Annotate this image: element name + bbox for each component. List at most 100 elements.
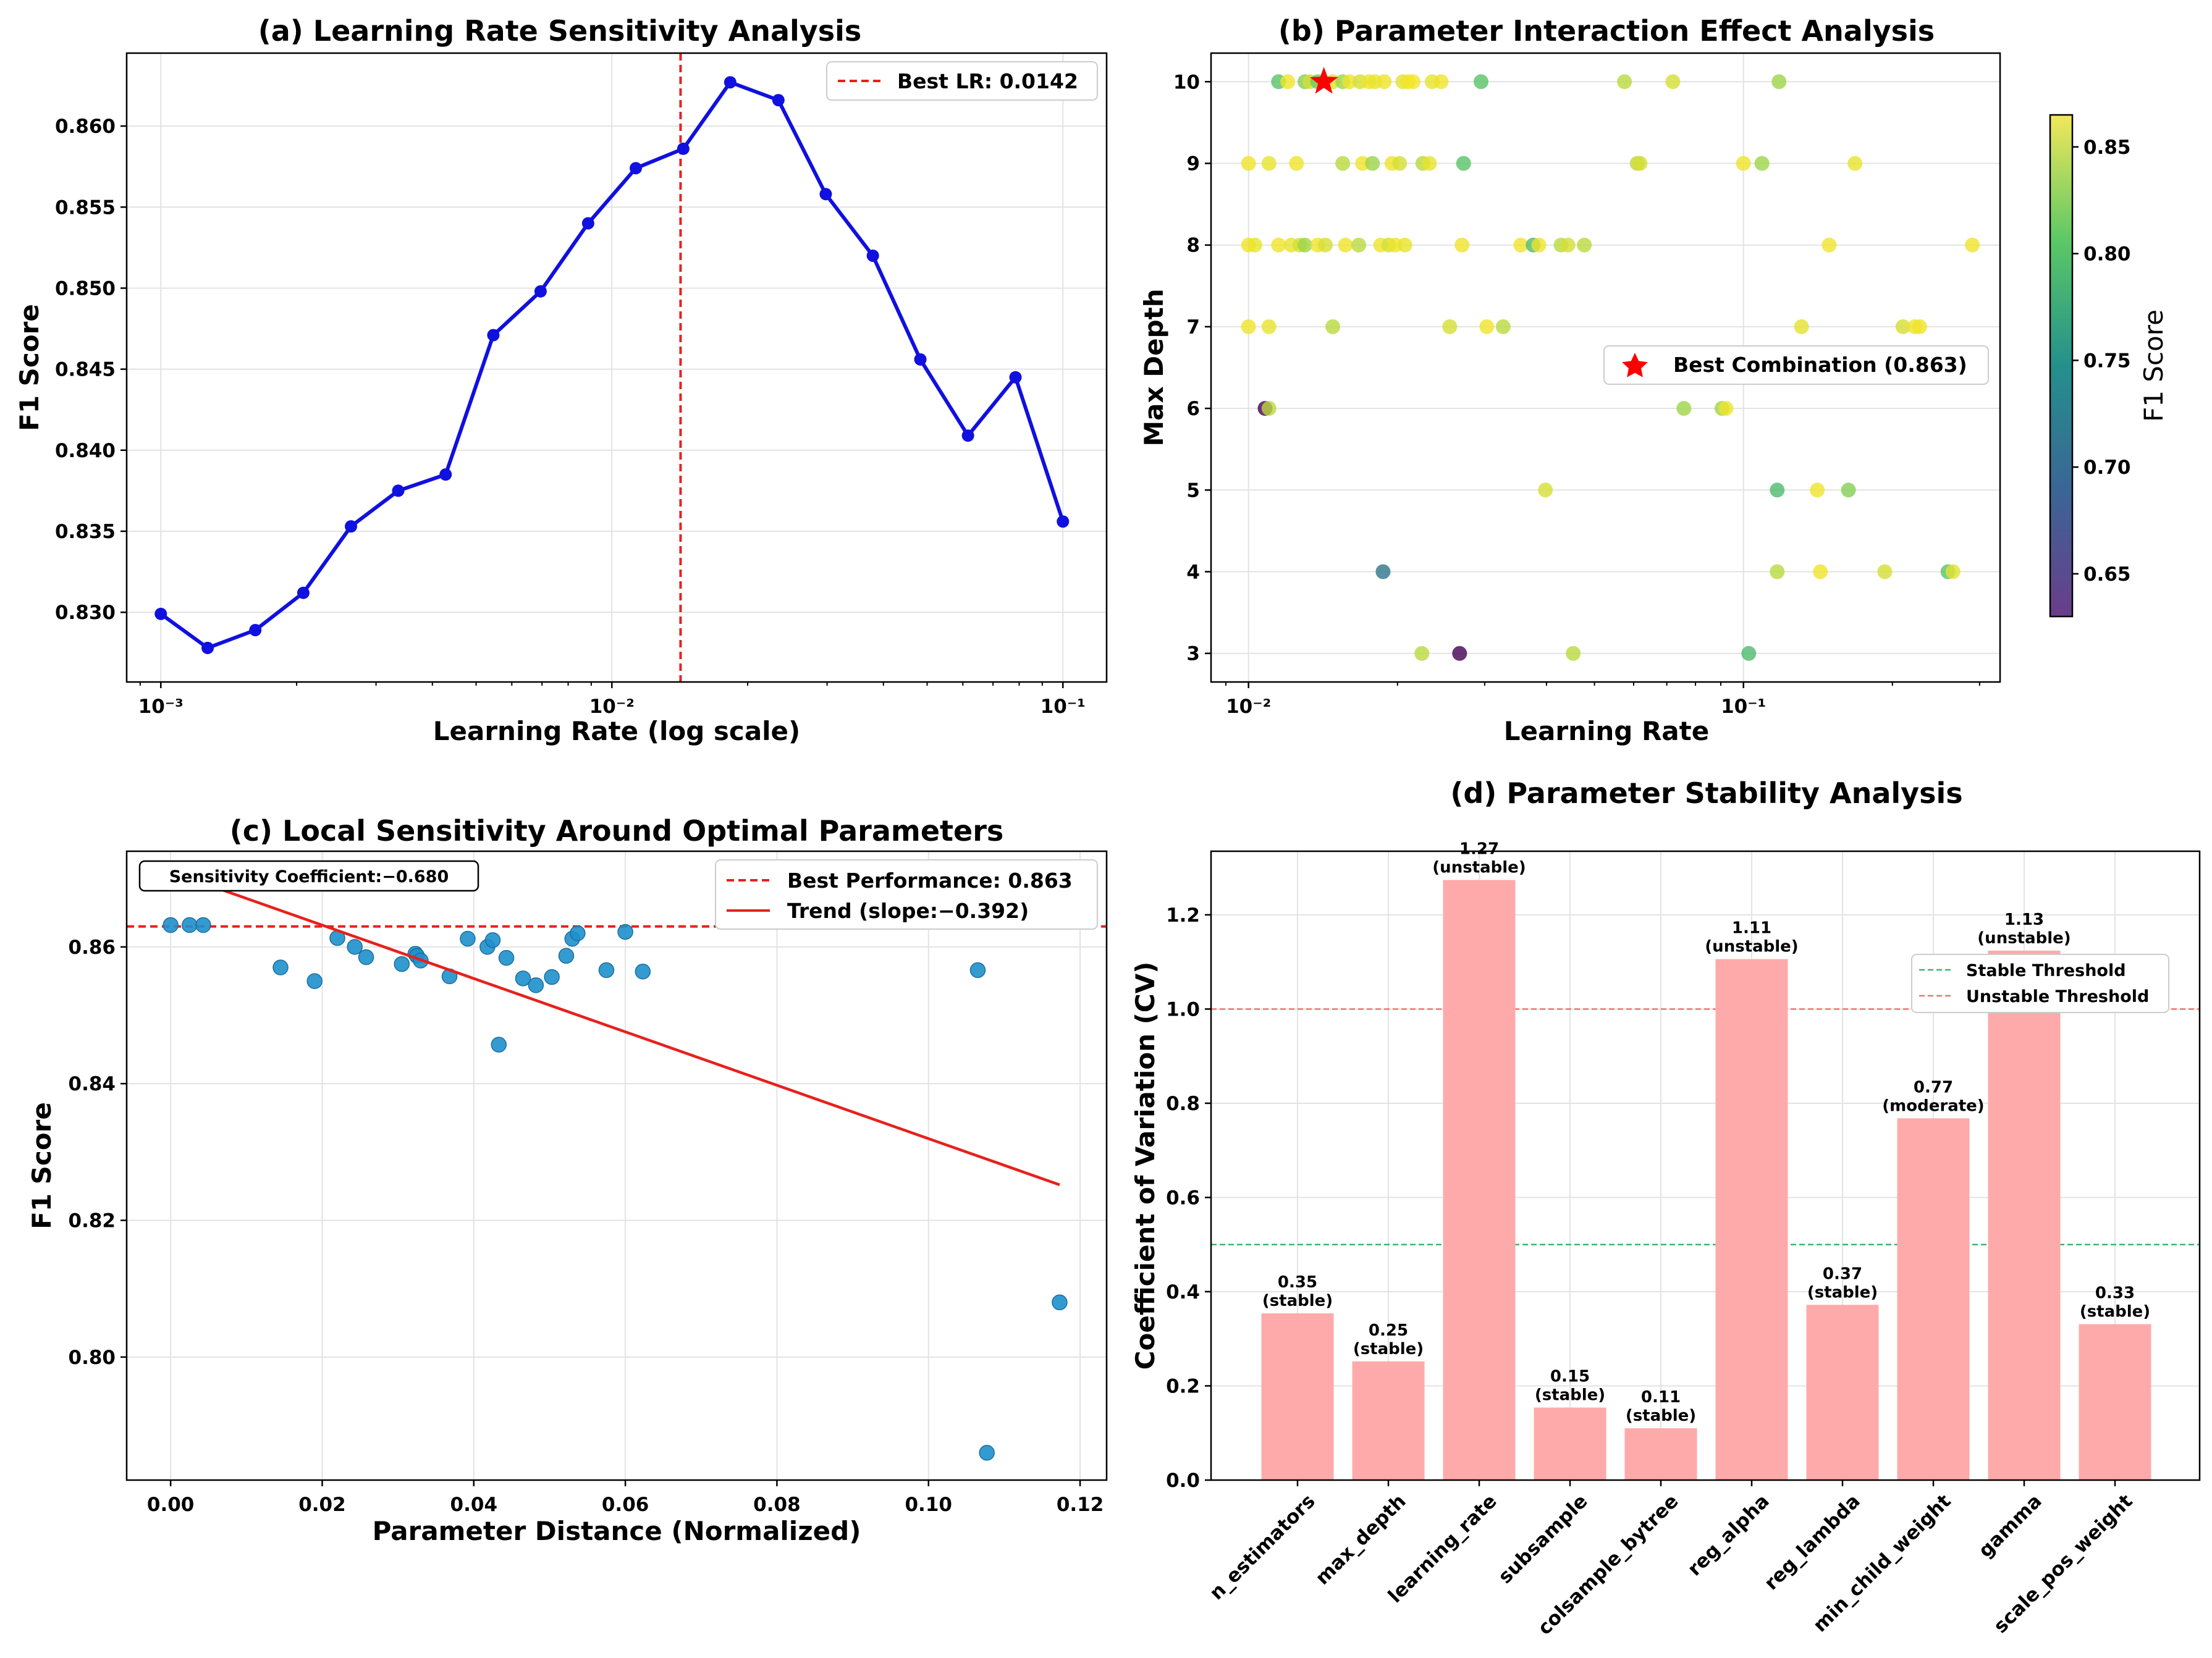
category-label: reg_alpha: [1683, 1490, 1773, 1580]
panel-a-xlabel: Learning Rate (log scale): [433, 716, 801, 746]
b-ytick-label: 4: [1186, 562, 1200, 584]
f1-point: [345, 520, 358, 533]
distance-point: [347, 939, 363, 955]
distance-point: [491, 1037, 507, 1053]
b-ytick-label: 8: [1186, 235, 1200, 257]
scatter-point: [1479, 319, 1495, 334]
scatter-point: [1813, 564, 1828, 579]
scatter-point: [1632, 156, 1648, 171]
a-xtick-label: 10⁻²: [589, 696, 635, 718]
scatter-point: [1513, 237, 1529, 253]
distance-point: [515, 970, 531, 987]
scatter-point: [1965, 237, 1980, 253]
bar-max_depth: [1352, 1361, 1425, 1480]
f1-point: [1009, 371, 1022, 384]
panel-a-frame: [125, 52, 1108, 683]
scatter-point: [1414, 646, 1430, 661]
distance-point: [163, 917, 179, 933]
f1-series-line: [159, 80, 1065, 650]
f1-point: [677, 142, 690, 155]
a-ytick-label: 0.845: [55, 359, 116, 381]
b-ytick-label: 7: [1186, 316, 1200, 339]
f1-point: [297, 586, 310, 599]
scatter-point: [1810, 482, 1825, 498]
scatter-point: [1794, 319, 1809, 334]
distance-point: [558, 948, 575, 964]
panel-b: (b) Parameter Interaction Effect Analysi…: [1139, 14, 2169, 746]
bar-value-label: 0.15: [1550, 1368, 1590, 1386]
scatter-point: [1261, 156, 1277, 171]
scatter-point: [1261, 319, 1277, 334]
f1-point: [201, 641, 214, 654]
a-ytick-label: 0.835: [55, 521, 116, 543]
bar-value-label: 0.11: [1641, 1388, 1681, 1407]
sensitivity-coefficient-label: Sensitivity Coefficient:−0.680: [169, 867, 449, 886]
distance-point: [969, 962, 986, 978]
scatter-point: [1770, 564, 1785, 579]
bar-value-label: 0.35: [1278, 1273, 1317, 1292]
scatter-point: [1351, 237, 1367, 253]
c-ytick-label: 0.80: [69, 1347, 116, 1369]
category-label: reg_lambda: [1760, 1490, 1865, 1594]
panel-d-frame: [1210, 850, 2201, 1481]
scatter-point: [1365, 156, 1380, 171]
panel-c-title: (c) Local Sensitivity Around Optimal Par…: [230, 814, 1004, 848]
colorbar-tick-label: 0.80: [2083, 243, 2131, 266]
panel-a-legend: Best LR: 0.0142: [826, 61, 1098, 101]
bar-value-label: 1.27: [1459, 840, 1499, 859]
scatter-point: [1405, 74, 1420, 90]
f1-point: [249, 624, 262, 637]
b-xtick-label: 10⁻¹: [1721, 696, 1766, 718]
scatter-point: [1822, 237, 1837, 253]
panel-a: (a) Learning Rate Sensitivity Analysis 1…: [14, 14, 1108, 746]
scatter-point: [1531, 237, 1547, 253]
scatter-point: [1422, 156, 1437, 171]
distance-point: [358, 949, 374, 966]
distance-point: [195, 917, 211, 933]
bar-status-label: (unstable): [1977, 929, 2071, 948]
distance-point: [1052, 1294, 1068, 1311]
d-ytick-label: 1.0: [1166, 998, 1200, 1020]
panel-b-xlabel: Learning Rate: [1504, 716, 1709, 746]
b-ytick-label: 5: [1186, 479, 1200, 502]
bar-value-label: 1.13: [2004, 911, 2044, 929]
b-ytick-label: 3: [1186, 643, 1200, 665]
f1-point: [819, 188, 832, 201]
panel-c: (c) Local Sensitivity Around Optimal Par…: [27, 814, 1108, 1546]
d-ytick-label: 0.6: [1166, 1187, 1200, 1209]
c-ytick-label: 0.86: [69, 936, 116, 959]
d-ytick-label: 1.2: [1166, 904, 1200, 927]
scatter-point: [1271, 237, 1286, 253]
f1-point: [866, 249, 879, 262]
c-xtick-label: 0.02: [298, 1494, 346, 1516]
distance-point: [528, 977, 544, 993]
panel-a-ylabel: F1 Score: [14, 304, 44, 431]
category-label: n_estimators: [1205, 1490, 1320, 1604]
c-xtick-label: 0.04: [450, 1494, 498, 1516]
scatter-point: [1736, 156, 1751, 171]
colorbar-label: F1 Score: [2138, 309, 2169, 422]
scatter-point: [1342, 74, 1357, 90]
a-ytick-label: 0.860: [55, 116, 116, 138]
f1-point: [487, 329, 500, 342]
best-combination-star: [1309, 67, 1338, 94]
bar-min_child_weight: [1897, 1118, 1970, 1480]
colorbar-tick-label: 0.75: [2083, 350, 2131, 372]
a-ytick-label: 0.850: [55, 277, 116, 300]
bar-n_estimators: [1261, 1313, 1334, 1480]
panel-d-legend: Stable Threshold Unstable Threshold: [1911, 954, 2169, 1013]
d-ytick-label: 0.8: [1166, 1093, 1200, 1115]
panel-c-legend-best-performance: Best Performance: 0.863: [787, 869, 1073, 893]
bar-reg_lambda: [1806, 1305, 1879, 1480]
bar-colsample_bytree: [1624, 1428, 1697, 1480]
scatter-point: [1297, 237, 1312, 253]
panel-c-legend-trend: Trend (slope:−0.392): [787, 899, 1029, 923]
panel-b-frame: [1210, 52, 2001, 683]
panel-c-ylabel: F1 Score: [27, 1102, 57, 1229]
scatter-point: [1473, 74, 1488, 90]
distance-point: [598, 962, 615, 978]
b-xtick-label: 10⁻²: [1226, 696, 1271, 718]
scatter-point: [1912, 319, 1927, 334]
bar-status-label: (unstable): [1705, 938, 1798, 956]
distance-point: [272, 959, 289, 975]
